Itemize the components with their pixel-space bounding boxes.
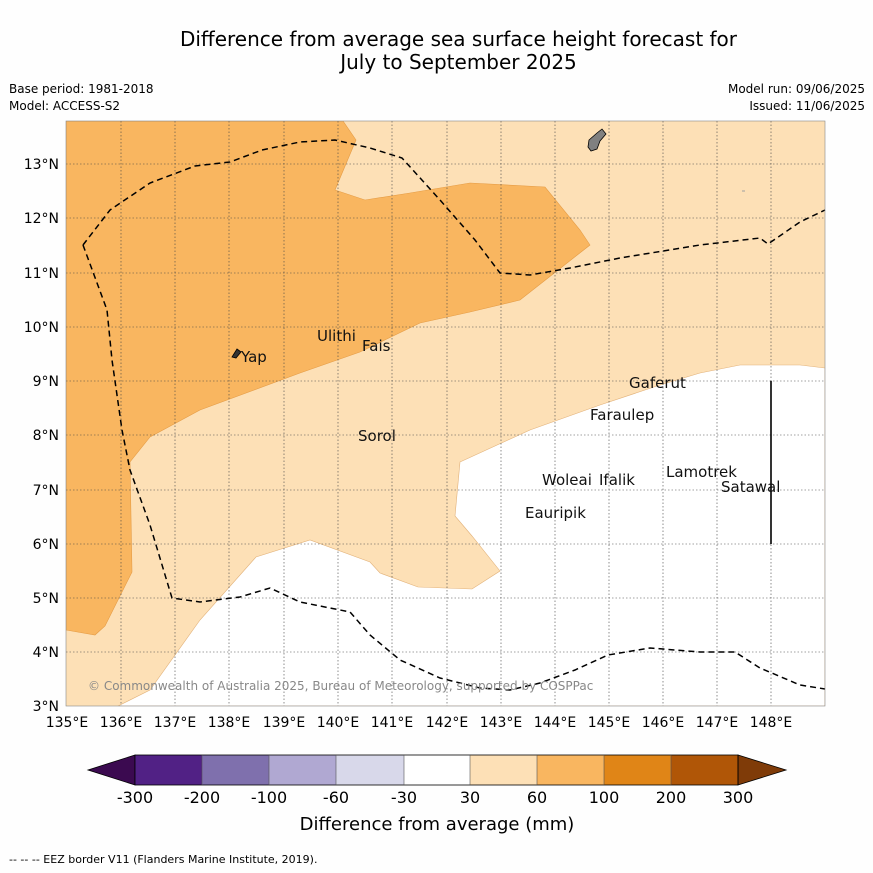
place-label-fais: Fais <box>362 337 391 355</box>
place-labels: Yap Ulithi Fais Sorol Gaferut Faraulep W… <box>240 327 780 522</box>
lat-tick: 7°N <box>33 483 59 499</box>
lat-tick: 6°N <box>33 537 59 553</box>
lat-tick: 9°N <box>33 374 59 390</box>
lon-tick: 135°E <box>46 715 89 731</box>
place-label-ifalik: Ifalik <box>599 471 635 489</box>
lat-tick: 13°N <box>24 157 59 173</box>
place-label-woleai: Woleai <box>542 471 592 489</box>
lon-tick: 136°E <box>100 715 143 731</box>
colorbar-tick: 60 <box>527 788 547 807</box>
lon-tick: 141°E <box>371 715 414 731</box>
band-60-100 <box>66 121 591 636</box>
colorbar-tick: 300 <box>723 788 754 807</box>
copyright-text: © Commonwealth of Australia 2025, Bureau… <box>88 679 593 693</box>
lat-tick: 11°N <box>24 266 59 282</box>
eez-border-north <box>82 139 826 276</box>
band-below-30 <box>117 364 825 706</box>
title-line-1: Difference from average sea surface heig… <box>179 27 738 51</box>
lon-tick: 146°E <box>642 715 685 731</box>
lat-tick: 3°N <box>33 699 59 715</box>
eez-border-west <box>82 244 826 691</box>
gridlines <box>66 121 825 706</box>
lat-tick: 5°N <box>33 591 59 607</box>
colorbar-tick: -300 <box>117 788 153 807</box>
yap-land <box>231 348 242 359</box>
lon-tick: 138°E <box>208 715 251 731</box>
lon-tick: 139°E <box>263 715 306 731</box>
colorbar-tick: 100 <box>589 788 620 807</box>
place-label-faraulep: Faraulep <box>590 406 654 424</box>
place-label-yap: Yap <box>240 348 267 366</box>
lat-tick: 8°N <box>33 428 59 444</box>
colorbar-segment <box>404 755 470 785</box>
colorbar-segment <box>135 755 202 785</box>
lon-tick: 148°E <box>750 715 793 731</box>
lat-tick-labels: 3°N 4°N 5°N 6°N 7°N 8°N 9°N 10°N 11°N 12… <box>24 157 59 715</box>
colorbar-segment <box>671 755 738 785</box>
place-label-ulithi: Ulithi <box>317 327 356 345</box>
chart-title: Difference from average sea surface heig… <box>0 28 873 74</box>
place-label-eauripik: Eauripik <box>525 504 586 522</box>
colorbar-extend-high <box>737 754 788 786</box>
colorbar-segment <box>537 755 604 785</box>
lon-tick: 145°E <box>588 715 631 731</box>
colorbar-tick: -200 <box>184 788 220 807</box>
colorbar-extend-low <box>86 754 136 786</box>
lon-tick: 137°E <box>154 715 197 731</box>
meta-left: Base period: 1981-2018 Model: ACCESS-S2 <box>9 81 154 115</box>
lon-tick: 142°E <box>426 715 469 731</box>
title-line-2: July to September 2025 <box>340 50 577 74</box>
meta-right: Model run: 09/06/2025 Issued: 11/06/2025 <box>728 81 865 115</box>
lat-tick: 10°N <box>24 320 59 336</box>
lon-tick: 147°E <box>696 715 739 731</box>
colorbar-segment <box>604 755 671 785</box>
colorbar-segment <box>269 755 336 785</box>
colorbar-tick: -100 <box>251 788 287 807</box>
lon-tick-labels: 135°E 136°E 137°E 138°E 139°E 140°E 141°… <box>46 715 793 731</box>
place-label-satawal: Satawal <box>721 478 780 496</box>
colorbar: -300 -200 -100 -60 -30 30 60 100 200 300… <box>86 754 788 835</box>
model-run-text: Model run: 09/06/2025 <box>727 82 865 96</box>
lat-tick: 4°N <box>33 645 59 661</box>
colorbar-segment <box>470 755 537 785</box>
place-label-sorol: Sorol <box>358 427 396 445</box>
colorbar-segment <box>336 755 404 785</box>
colorbar-tick: -30 <box>391 788 417 807</box>
colorbar-tick: 30 <box>460 788 480 807</box>
place-label-gaferut: Gaferut <box>629 374 686 392</box>
model-text: Model: ACCESS-S2 <box>9 99 121 113</box>
place-label-lamotrek: Lamotrek <box>666 463 737 481</box>
guam-land <box>587 128 607 152</box>
colorbar-frame <box>134 754 739 786</box>
colorbar-tick: -60 <box>323 788 349 807</box>
colorbar-segment <box>202 755 269 785</box>
lat-tick: 12°N <box>24 211 59 227</box>
lon-tick: 143°E <box>480 715 523 731</box>
issued-text: Issued: 11/06/2025 <box>749 99 865 113</box>
base-period-text: Base period: 1981-2018 <box>9 82 154 96</box>
map-frame <box>65 120 826 707</box>
colorbar-tick: 200 <box>656 788 687 807</box>
lon-tick: 144°E <box>534 715 577 731</box>
footer-note: -- -- -- EEZ border V11 (Flanders Marine… <box>9 853 318 866</box>
colorbar-label: Difference from average (mm) <box>300 814 575 835</box>
lon-tick: 140°E <box>317 715 360 731</box>
